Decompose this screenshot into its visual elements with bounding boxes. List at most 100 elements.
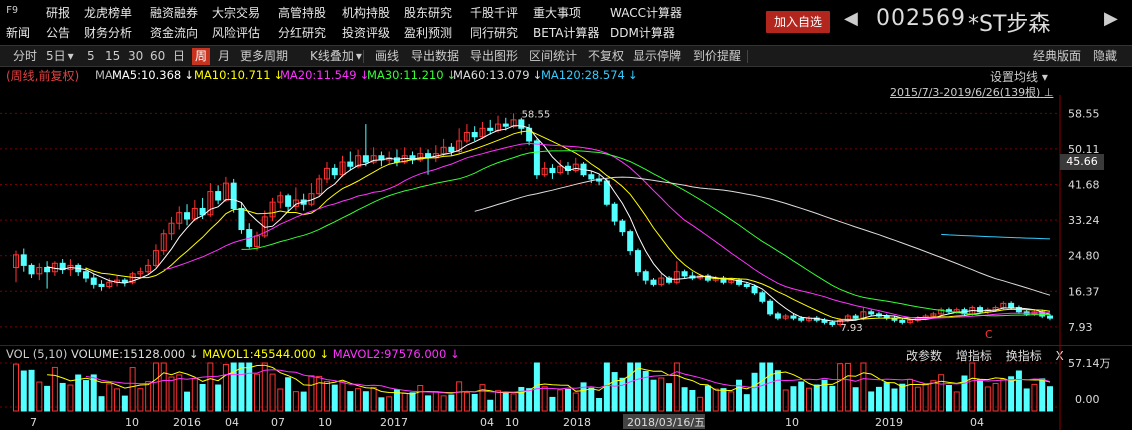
menu-row2-item[interactable]: DDM计算器 xyxy=(610,26,675,40)
candle-body xyxy=(767,300,774,315)
candle-body xyxy=(121,279,128,283)
menu-row2-item[interactable]: BETA计算器 xyxy=(533,26,600,40)
volume-bar xyxy=(98,396,105,412)
candle-body xyxy=(316,178,323,195)
toolbar-item[interactable]: 导出数据 xyxy=(408,48,462,65)
toolbar-item[interactable]: 月 xyxy=(215,48,233,65)
menu-row2-item[interactable]: 投资评级 xyxy=(342,26,391,40)
candle-body xyxy=(448,146,455,153)
menu-row2-item[interactable]: 分红研究 xyxy=(278,26,327,40)
volume-bar xyxy=(13,363,19,412)
candle-body xyxy=(463,132,470,142)
volume-bar xyxy=(930,380,937,412)
toolbar-item[interactable]: 日 xyxy=(170,48,188,65)
menu-row2-item[interactable]: 盈利预测 xyxy=(404,26,453,40)
prev-stock-icon[interactable]: ◀ xyxy=(844,8,858,29)
menu-row1-item[interactable]: 高管持股 xyxy=(278,6,327,20)
menu-row2-item[interactable]: 同行研究 xyxy=(470,26,519,40)
candle-body xyxy=(160,233,167,252)
toolbar-item[interactable]: K线叠加 ▾ xyxy=(307,48,365,65)
add-indicator-button[interactable]: 增指标 xyxy=(955,349,992,363)
volume-bar xyxy=(596,398,603,412)
menu-row1-item[interactable]: 研报 xyxy=(46,6,71,20)
volume-bar xyxy=(1000,378,1007,412)
volume-bar xyxy=(774,370,781,412)
volume-bar xyxy=(207,362,214,412)
menu-row2-item[interactable]: 公告 xyxy=(46,26,71,40)
toolbar-item-label: 更多周期 xyxy=(240,49,289,63)
volume-bar xyxy=(852,387,859,412)
candle-body xyxy=(736,279,743,285)
volume-bar xyxy=(1031,383,1038,412)
candle-body xyxy=(837,319,844,325)
menu-row1-item[interactable]: 股东研究 xyxy=(404,6,453,20)
toolbar-item[interactable]: 5日 ▾ xyxy=(43,48,77,65)
menu-row1-item[interactable]: 重大事项 xyxy=(533,6,582,20)
price-axis-label: 50.11 xyxy=(1068,143,1100,156)
volume-bar xyxy=(300,391,307,412)
toolbar-item[interactable]: 周 xyxy=(192,48,211,65)
candle-body xyxy=(868,311,875,315)
volume-bar xyxy=(339,381,346,412)
candle-body xyxy=(471,132,478,138)
time-axis-label: 2018 xyxy=(563,416,591,429)
volume-bar xyxy=(308,375,315,412)
time-axis-label: 04 xyxy=(225,416,239,429)
settings-ma-button[interactable]: 设置均线 ▾ xyxy=(990,68,1048,85)
mavol10-line xyxy=(85,369,1051,395)
ma-value-text: MA30:11.210 xyxy=(367,68,444,82)
toolbar-item[interactable]: 显示停牌 xyxy=(630,48,684,65)
toolbar-item-label: 显示停牌 xyxy=(633,49,682,63)
candle-body xyxy=(417,153,424,161)
volume-bar xyxy=(36,381,43,412)
volume-bar xyxy=(782,389,789,412)
mavol2-value: MAVOL2:97576.000 xyxy=(332,347,447,361)
volume-bar xyxy=(805,387,812,412)
menu-row2-item[interactable]: 财务分析 xyxy=(84,26,133,40)
volume-chart[interactable]: 57.14万 0.00 7 10 2016 04 07 10 2017 04 10 2018 2018/… xyxy=(0,345,1132,430)
vol-axis-label: 57.14万 xyxy=(1068,357,1111,370)
hide-button[interactable]: 隐藏 xyxy=(1093,49,1118,63)
toolbar-item[interactable]: 15 xyxy=(102,48,123,65)
add-to-watchlist-button[interactable]: 加入自选 xyxy=(766,11,830,33)
toolbar-item[interactable]: 30 xyxy=(125,48,146,65)
volume-bar xyxy=(712,388,719,412)
toolbar-item[interactable]: 分时 xyxy=(10,48,40,65)
next-stock-icon[interactable]: ▶ xyxy=(1104,8,1118,29)
menu-row2-item[interactable]: 新闻 xyxy=(6,26,31,40)
toolbar-item[interactable]: 更多周期 xyxy=(237,48,291,65)
mavol2-arrow: ↓ xyxy=(449,347,460,361)
candle-body xyxy=(634,250,641,273)
menu-row1-item[interactable]: 融资融券 xyxy=(150,6,199,20)
menu-row1-item[interactable]: 千股千评 xyxy=(470,6,519,20)
candle-body xyxy=(323,167,330,180)
ma-arrow: ↓ xyxy=(184,68,194,82)
volume-bar xyxy=(137,388,144,412)
change-params-button[interactable]: 改参数 xyxy=(906,349,943,363)
toolbar-item[interactable]: 区间统计 xyxy=(526,48,580,65)
classic-layout-button[interactable]: 经典版面 xyxy=(1033,49,1082,63)
time-axis-label: 04 xyxy=(480,416,494,429)
toolbar-item-label: 15 xyxy=(105,49,121,63)
menu-row1-item[interactable]: 龙虎榜单 xyxy=(84,6,133,20)
volume-bar xyxy=(285,377,292,412)
toolbar-item[interactable]: 5 xyxy=(84,48,98,65)
menu-row1-item[interactable]: 大宗交易 xyxy=(212,6,261,20)
toolbar-item[interactable]: 60 xyxy=(147,48,168,65)
candle-body xyxy=(907,319,914,323)
switch-indicator-button[interactable]: 换指标 xyxy=(1005,349,1042,363)
time-axis-label: 2019 xyxy=(875,416,903,429)
volume-bar xyxy=(673,362,680,412)
menu-row2-item[interactable]: 资金流向 xyxy=(150,26,199,40)
toolbar-item[interactable]: 导出图形 xyxy=(467,48,521,65)
toolbar-item[interactable]: 画线 xyxy=(372,48,402,65)
menu-row1-item[interactable]: WACC计算器 xyxy=(610,6,682,20)
candle-body xyxy=(603,180,610,205)
volume-bar xyxy=(798,381,805,412)
candlestick-chart[interactable]: 58.55 50.11 41.68 33.24 24.80 16.37 7.93 58.55 7… xyxy=(0,95,1132,345)
menu-row2-item[interactable]: 风险评估 xyxy=(212,26,261,40)
toolbar-item[interactable]: 到价提醒 xyxy=(690,48,744,65)
toolbar-item[interactable]: 不复权 xyxy=(585,48,627,65)
menu-row1-item[interactable]: 机构持股 xyxy=(342,6,391,20)
volume-bar xyxy=(557,389,564,412)
